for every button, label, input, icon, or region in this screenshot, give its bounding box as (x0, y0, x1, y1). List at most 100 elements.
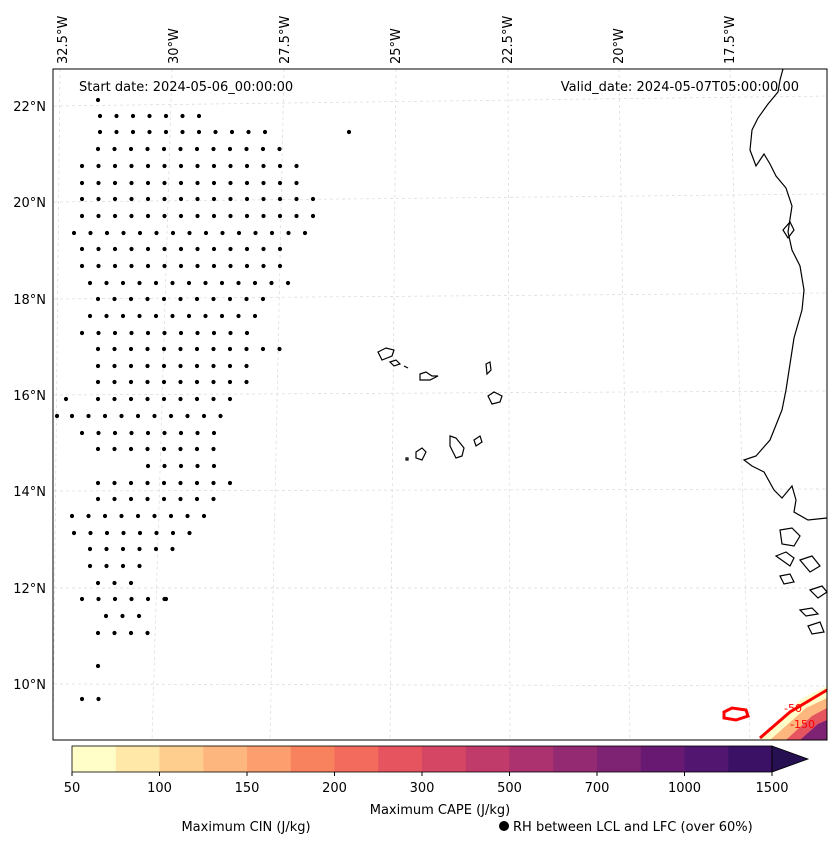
gridline-22n (53, 95, 828, 107)
rh-dot (211, 430, 217, 436)
rh-dot (170, 280, 175, 286)
rh-dot (228, 263, 233, 269)
gridline-20w (618, 68, 631, 741)
colorbar-tick-label: 500 (497, 781, 522, 796)
rh-dot (121, 530, 126, 536)
rh-dot (203, 313, 208, 319)
rh-dot (285, 280, 291, 286)
rh-dot (236, 280, 241, 286)
lon-label: 17.5°W (723, 16, 738, 64)
rh-dot (211, 146, 216, 152)
rh-dot (260, 146, 266, 152)
rh-dot (79, 263, 85, 269)
rh-dot (244, 196, 250, 202)
rh-dot (129, 246, 134, 252)
rh-dot (186, 280, 192, 286)
coast-bijagos-2 (779, 573, 795, 585)
rh-dot (87, 563, 93, 569)
cin-legend-label: Maximum CIN (J/kg) (181, 820, 310, 835)
rh-dot (137, 313, 142, 319)
lon-label: 30°W (167, 28, 182, 64)
rh-dot (294, 196, 299, 202)
rh-dot (145, 246, 151, 252)
rh-dot (244, 379, 249, 385)
rh-dot (71, 530, 77, 536)
rh-dot (128, 363, 134, 369)
rh-dot (161, 480, 167, 486)
rh-dot (128, 396, 134, 402)
rh-dot (145, 630, 150, 636)
rh-dot (161, 446, 167, 452)
rh-dot (170, 546, 175, 552)
cape-colorbar: 50100150200300500700100015002000 Maximum… (64, 745, 810, 818)
rh-dot (79, 163, 85, 169)
rh-dot (153, 546, 159, 552)
rh-dot (228, 330, 233, 336)
rh-dot (277, 196, 283, 202)
rh-dot (170, 530, 176, 536)
rh-dot (261, 180, 266, 186)
rh-dot (95, 146, 101, 152)
coast-mainland (742, 68, 828, 521)
rh-dot (178, 363, 183, 369)
colorbar-cell (290, 746, 335, 772)
rh-dot (227, 296, 233, 302)
rh-dot (79, 330, 85, 336)
rh-dot (211, 330, 217, 336)
rh-dot (277, 180, 283, 186)
rh-dot (79, 696, 85, 702)
rh-dot (152, 413, 157, 419)
rh-dot (162, 430, 167, 436)
rh-dot (178, 146, 183, 152)
rh-dot (244, 330, 250, 336)
coast-guinea-bissau (774, 551, 795, 567)
rh-dot (244, 263, 250, 269)
rh-dot (147, 129, 152, 135)
lat-label: 12°N (13, 582, 46, 597)
lon-label: 27.5°W (278, 16, 293, 64)
island-sao-vicente (388, 359, 402, 367)
rh-dot (294, 180, 299, 186)
rh-dot (163, 129, 169, 135)
rh-dot (128, 446, 134, 452)
rh-dot (162, 330, 167, 336)
coast-bijagos-1 (798, 555, 821, 573)
rh-dot (129, 263, 134, 269)
map-area: -50 -150 Start date: 2024-05-06_00:00:00… (52, 68, 828, 741)
lat-label: 14°N (13, 485, 46, 500)
island-fogo (415, 447, 427, 461)
rh-dot (220, 230, 225, 236)
rh-dot (96, 163, 101, 169)
rh-dot (261, 163, 266, 169)
rh-dot (310, 213, 316, 219)
rh-dot (95, 446, 101, 452)
rh-dot (102, 513, 108, 519)
rh-dot (145, 596, 151, 602)
rh-dot (137, 563, 142, 569)
rh-dot (203, 230, 209, 236)
colorbar-tick-label: 200 (322, 781, 347, 796)
rh-dot (129, 330, 134, 336)
rh-dot (69, 513, 75, 519)
rh-dot (211, 246, 217, 252)
rh-dot (178, 396, 183, 402)
gridline-20n (53, 193, 828, 203)
rh-dot (112, 630, 117, 636)
gridline-16n (53, 390, 828, 396)
rh-dot (137, 530, 143, 536)
rh-dot (97, 113, 103, 119)
colorbar-tick-label: 300 (410, 781, 435, 796)
rh-dot (145, 196, 151, 202)
rh-dot (112, 346, 117, 352)
rh-dot (196, 113, 202, 119)
lat-label: 22°N (13, 100, 46, 115)
gridline-10n (53, 683, 828, 687)
colorbar-cell (509, 746, 554, 772)
coast-inlet (782, 220, 795, 240)
colorbar-tick-label: 150 (235, 781, 260, 796)
rh-dot (162, 196, 167, 202)
rh-dot (277, 263, 283, 269)
valid-date-text: Valid_date: 2024-05-07T05:00:00.00 (561, 80, 799, 95)
rh-dot (112, 213, 118, 219)
